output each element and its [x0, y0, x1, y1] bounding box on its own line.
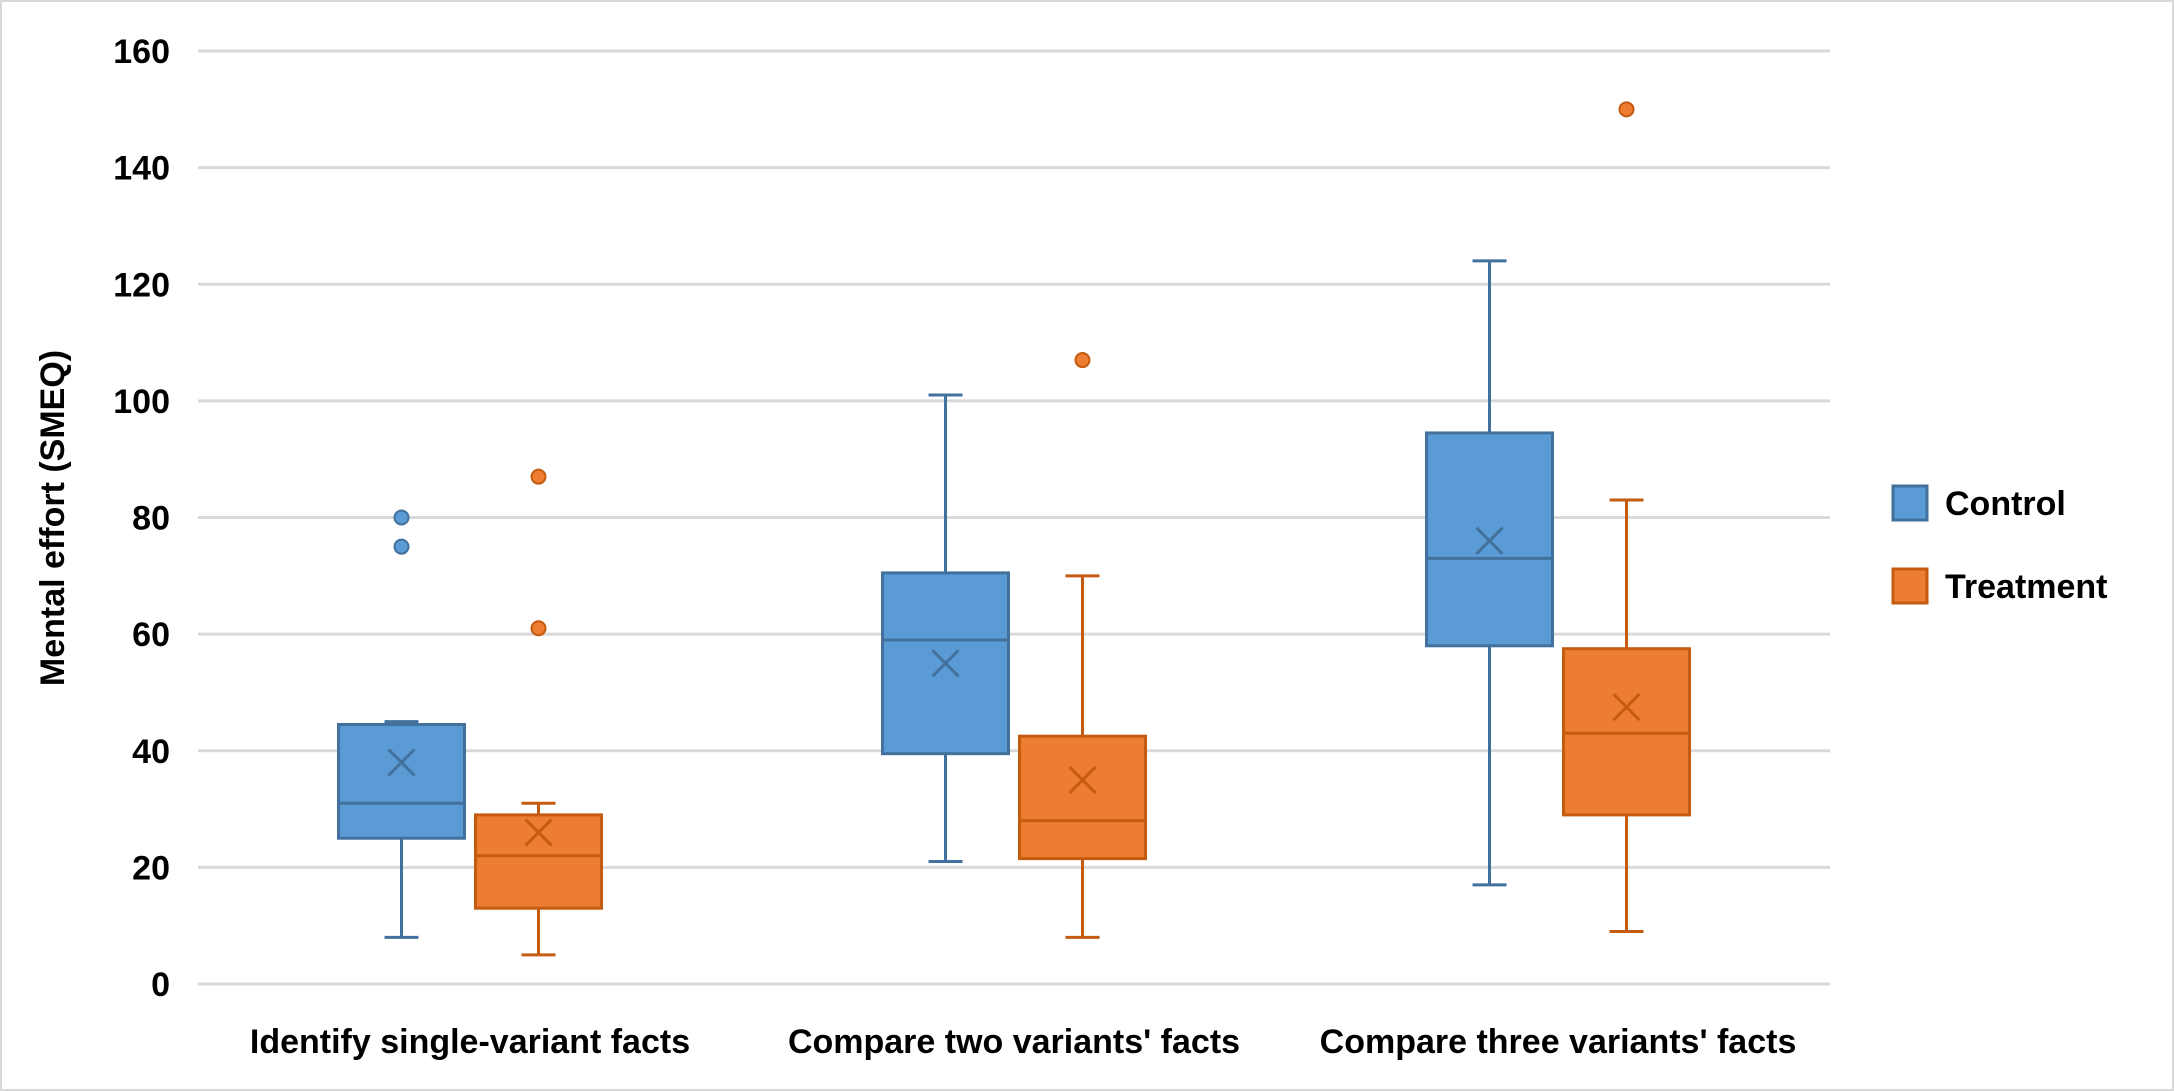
box-iqr [474, 813, 603, 910]
boxes [337, 101, 1691, 957]
outlier-point [530, 468, 547, 485]
legend-swatch [1891, 484, 1929, 522]
outlier-point [393, 509, 410, 526]
mean-marker [387, 748, 416, 777]
box-iqr [1018, 734, 1147, 861]
box-control-0 [337, 509, 466, 939]
mean-marker [1068, 765, 1097, 794]
gridlines [198, 49, 1830, 986]
mean-marker [931, 649, 960, 678]
box-treatment-1 [1018, 352, 1147, 939]
legend-label: Control [1945, 485, 2066, 523]
category-label: Compare two variants' facts [788, 1023, 1240, 1061]
legend-swatch [1891, 567, 1929, 605]
y-tick-label: 0 [151, 966, 170, 1004]
box-treatment-2 [1562, 101, 1691, 934]
legend: Control Treatment [1891, 484, 2108, 606]
box-treatment-0 [474, 468, 603, 957]
legend-item-control: Control [1891, 484, 2066, 523]
outlier-point [1074, 352, 1091, 369]
box-control-2 [1425, 259, 1554, 887]
mean-marker [1612, 692, 1641, 722]
category-label: Compare three variants' facts [1320, 1023, 1797, 1061]
y-tick-label: 60 [132, 616, 170, 654]
y-tick-label: 100 [113, 383, 170, 421]
mean-marker [1475, 526, 1504, 555]
x-axis-category-labels: Identify single-variant facts Compare two… [250, 1023, 1796, 1061]
y-tick-label: 80 [132, 500, 170, 538]
y-tick-label: 120 [113, 266, 170, 304]
legend-label: Treatment [1945, 568, 2108, 606]
y-axis-tick-labels: 0 20 40 60 80 100 120 140 160 [113, 33, 170, 1004]
category-label: Identify single-variant facts [250, 1023, 690, 1061]
y-axis-title: Mental effort (SMEQ) [34, 350, 72, 686]
mean-marker [524, 818, 553, 847]
outlier-point [530, 620, 547, 637]
box-iqr [337, 723, 466, 840]
y-tick-label: 20 [132, 849, 170, 887]
y-tick-label: 160 [113, 33, 170, 71]
legend-item-treatment: Treatment [1891, 567, 2108, 606]
outlier-point [393, 538, 410, 555]
outlier-point [1618, 101, 1635, 118]
y-tick-label: 140 [113, 150, 170, 188]
box-control-1 [881, 393, 1010, 864]
y-tick-label: 40 [132, 733, 170, 771]
